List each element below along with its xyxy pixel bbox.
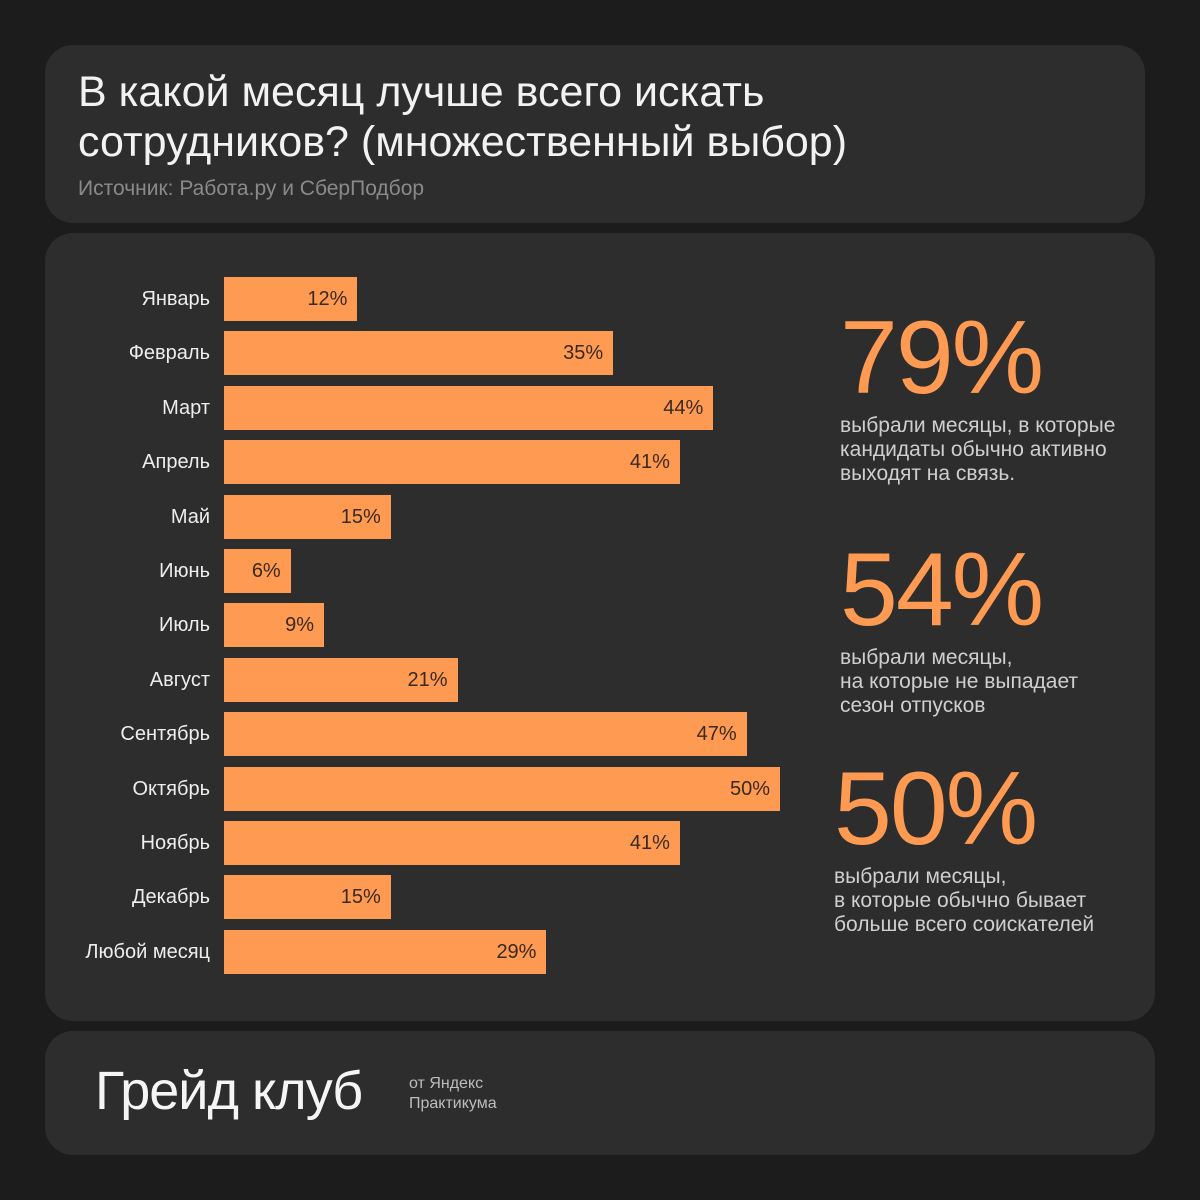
bar-value-label: 15% <box>340 505 381 528</box>
brand-subtitle-line: от Яндекс <box>409 1075 484 1092</box>
bar-category-label: Февраль <box>128 342 210 365</box>
bar-category-label: Август <box>149 668 210 691</box>
stat-block-2: 54% выбрали месяцы, на которые не выпада… <box>840 532 1078 718</box>
header-panel: В какой месяц лучше всего искать сотрудн… <box>45 45 1145 223</box>
bar-category-label: Декабрь <box>132 886 210 909</box>
bar-category-label: Апрель <box>142 451 210 474</box>
bar-category-label: Ноябрь <box>140 832 210 854</box>
bar-category-label: Сентябрь <box>120 723 210 746</box>
bar: 15% <box>224 875 391 920</box>
brand-subtitle: от Яндекс Практикума <box>409 1074 497 1114</box>
stat-description-line: в которые обычно бывает <box>834 889 1087 912</box>
bar-category-label: Октябрь <box>132 777 210 800</box>
bar-category-label: Январь <box>141 288 210 310</box>
bar: 9% <box>224 603 325 648</box>
stat-description: выбрали месяцы, на которые не выпадает с… <box>840 646 1078 718</box>
bar-chart: Январь 12% Февраль 35% Март 44% Апрель 41% Май 15… <box>45 233 1155 1021</box>
bar-value-label: 15% <box>340 886 381 909</box>
brand-subtitle-line: Практикума <box>409 1095 497 1112</box>
bar: 47% <box>224 712 747 757</box>
stat-description-line: сезон отпусков <box>840 694 986 717</box>
bar-value-label: 50% <box>729 777 770 800</box>
stat-value: 50% <box>834 751 1038 867</box>
bar-value-label: 9% <box>285 614 315 637</box>
bar-value-label: 12% <box>307 288 348 310</box>
bar-value-label: 41% <box>629 451 670 474</box>
stat-description-line: больше всего соискателей <box>834 913 1095 936</box>
bar: 41% <box>224 440 680 485</box>
bar-value-label: 29% <box>496 940 537 963</box>
chart-title-line-1: В какой месяц лучше всего искать <box>78 68 765 116</box>
bar-value-label: 41% <box>629 832 670 854</box>
bar: 41% <box>224 821 680 865</box>
chart-title: В какой месяц лучше всего искать сотрудн… <box>78 67 1118 167</box>
stat-description-line: на которые не выпадает <box>840 670 1079 693</box>
bar-category-label: Май <box>170 505 210 528</box>
stat-description: выбрали месяцы, в которые кандидаты обыч… <box>840 414 1115 486</box>
stat-block-1: 79% выбрали месяцы, в которые кандидаты … <box>840 300 1115 486</box>
stat-description-line: кандидаты обычно активно <box>840 438 1107 461</box>
stat-description-line: выбрали месяцы, в которые <box>840 414 1116 437</box>
bar: 29% <box>224 929 547 974</box>
stat-description-line: выбрали месяцы, <box>834 865 1007 888</box>
brand-logo-text: Грейд клуб <box>95 1061 363 1121</box>
bar-value-label: 44% <box>663 396 704 419</box>
bar-category-label: Июнь <box>159 560 210 582</box>
chart-panel: Январь 12% Февраль 35% Март 44% Апрель 41% Май 15… <box>45 233 1155 1021</box>
bar: 21% <box>224 657 458 702</box>
bar: 6% <box>224 549 291 593</box>
bar-value-label: 6% <box>251 560 281 582</box>
bar-category-label: Июль <box>158 614 210 637</box>
stat-description-line: выходят на связь. <box>840 462 1016 485</box>
stat-description-line: выбрали месяцы, <box>840 646 1013 669</box>
stat-block-3: 50% выбрали месяцы, в которые обычно быв… <box>834 751 1094 937</box>
bar: 12% <box>224 277 358 321</box>
bar-category-label: Март <box>162 396 210 419</box>
stat-value: 79% <box>840 300 1044 416</box>
bar: 50% <box>224 766 780 811</box>
bar: 44% <box>224 385 714 430</box>
stat-description: выбрали месяцы, в которые обычно бывает … <box>834 865 1094 937</box>
bar-value-label: 47% <box>696 723 737 746</box>
bar-category-label: Любой месяц <box>85 940 210 963</box>
bar-value-label: 21% <box>407 668 448 691</box>
bar: 35% <box>224 331 614 376</box>
source-note: Источник: Работа.ру и СберПодбор <box>78 177 425 200</box>
chart-title-line-2: сотрудников? (множественный выбор) <box>78 118 848 166</box>
stat-value: 54% <box>840 532 1044 648</box>
bar: 15% <box>224 494 391 539</box>
footer-panel: Грейд клуб от Яндекс Практикума <box>45 1031 1155 1155</box>
bar-value-label: 35% <box>563 342 604 365</box>
